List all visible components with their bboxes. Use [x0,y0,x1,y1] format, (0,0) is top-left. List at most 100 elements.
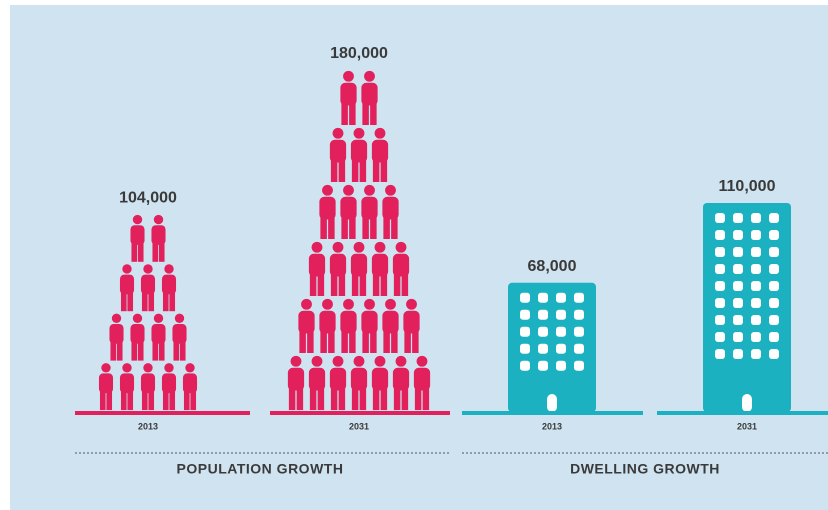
person-leg [169,292,176,312]
person-body [319,196,336,220]
person-head [164,363,174,373]
window [574,326,584,337]
person-body [287,367,305,391]
window [769,332,779,342]
person-leg [307,331,314,353]
person-body [382,310,399,334]
person-leg [391,217,398,239]
person-leg [380,160,388,182]
person-head [132,313,143,324]
person-body [119,274,135,295]
person-leg [401,274,409,296]
window [556,343,566,354]
person-head [374,241,386,253]
window [538,343,548,354]
person-body [151,225,166,245]
window [574,360,584,371]
person-body [382,196,399,220]
window [769,230,779,240]
person-leg [338,388,346,410]
window [556,309,566,320]
person-leg [190,391,197,410]
person-body [340,196,357,220]
person-leg [391,331,398,353]
window [715,349,725,359]
category-label: 2013 [138,421,158,431]
person-body [340,310,357,334]
person-leg [422,388,430,410]
category-label: 2031 [349,421,369,431]
window [520,360,530,371]
person-leg [341,217,348,239]
value-label: 68,000 [528,258,577,275]
building [703,203,791,412]
window [538,360,548,371]
person-head [101,363,111,373]
person-head [364,298,375,310]
person-body [140,274,156,295]
person-leg [330,160,338,182]
person-body [329,253,347,277]
person-leg [401,388,409,410]
person-head [174,313,185,324]
person-leg [296,388,304,410]
person-leg [349,103,356,125]
person-leg [328,331,335,353]
person-leg [393,274,401,296]
person-body [161,373,177,394]
person-body [140,373,156,394]
person-body [371,139,389,163]
window [733,213,743,223]
window [715,264,725,274]
pictogram [287,70,431,410]
window [733,264,743,274]
person-leg [106,391,113,410]
person-body [392,367,410,391]
person-leg [169,391,176,410]
person-leg [317,388,325,410]
person-leg [127,391,134,410]
window [733,230,743,240]
window [751,230,761,240]
person-leg [359,160,367,182]
person-leg [349,217,356,239]
window [733,281,743,291]
person-leg [152,341,159,361]
person-leg [330,274,338,296]
person-leg [349,331,356,353]
window [715,247,725,257]
person-head [122,363,132,373]
person-head [322,184,333,196]
category-label: 2031 [737,421,757,431]
window [520,292,530,303]
person-body [182,373,198,394]
person-leg [137,243,144,262]
person-body [350,367,368,391]
window [733,247,743,257]
person-head [311,355,323,367]
person-leg [116,341,123,361]
person-body [151,323,166,344]
person-body [119,373,135,394]
value-label: 104,000 [119,190,177,207]
person-head [364,70,375,82]
person-body [361,310,378,334]
window [751,247,761,257]
person-body [319,310,336,334]
value-label: 110,000 [719,178,776,195]
person-leg [158,243,165,262]
person-body [361,82,378,106]
person-leg [370,331,377,353]
person-body [298,310,315,334]
person-leg [127,292,134,312]
person-head [343,70,354,82]
person-head [364,184,375,196]
person-leg [351,274,359,296]
person-leg [320,217,327,239]
window [733,298,743,308]
person-leg [179,341,186,361]
person-leg [99,391,106,410]
window [715,315,725,325]
person-leg [362,331,369,353]
